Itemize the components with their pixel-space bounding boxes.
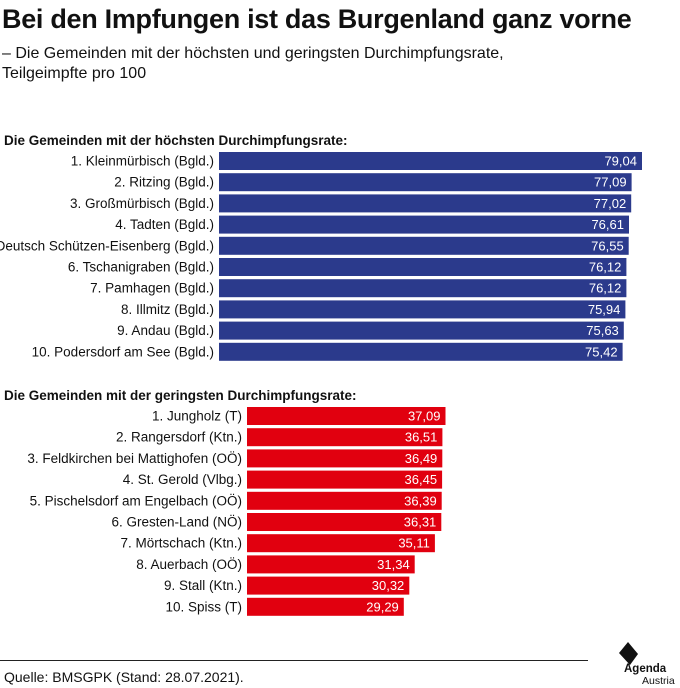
category-label-bottom-10: 10. Spiss (T) <box>165 599 242 614</box>
bar-bottom-8 <box>247 555 415 574</box>
category-label-bottom-6: 6. Gresten-Land (NÖ) <box>111 515 242 530</box>
value-label-top-4: 76,61 <box>591 217 624 232</box>
logo-mark-icon <box>619 642 638 665</box>
category-label-bottom-1: 1. Jungholz (T) <box>152 409 242 424</box>
bar-top-9 <box>219 321 624 340</box>
value-label-bottom-3: 36,49 <box>405 451 438 466</box>
bar-top-4 <box>219 215 629 234</box>
bar-top-1 <box>219 152 642 170</box>
value-label-top-5: 76,55 <box>591 238 624 253</box>
category-label-bottom-7: 7. Mörtschach (Ktn.) <box>120 536 242 551</box>
value-label-top-9: 75,63 <box>586 323 619 338</box>
bar-top-7 <box>219 279 627 298</box>
chart-subtitle: – Die Gemeinden mit der höchsten und ger… <box>2 45 504 82</box>
category-label-top-8: 8. Illmitz (Bgld.) <box>121 302 214 317</box>
category-label-top-9: 9. Andau (Bgld.) <box>117 323 214 338</box>
value-label-bottom-7: 35,11 <box>398 536 430 551</box>
bar-top-8 <box>219 300 626 319</box>
category-label-top-7: 7. Pamhagen (Bgld.) <box>90 281 214 296</box>
value-label-top-10: 75,42 <box>585 344 618 359</box>
category-label-top-5: 5. Deutsch Schützen-Eisenberg (Bgld.) <box>0 238 214 253</box>
category-label-top-2: 2. Ritzing (Bgld.) <box>114 175 214 190</box>
bar-top-10 <box>219 342 623 361</box>
logo-line-1: Agenda <box>624 663 667 675</box>
section-title-highest: Die Gemeinden mit der höchsten Durchimpf… <box>4 133 348 148</box>
bar-bottom-6 <box>247 513 442 531</box>
category-label-bottom-4: 4. St. Gerold (Vlbg.) <box>123 472 242 487</box>
agenda-austria-logo: Agenda Austria <box>612 636 678 688</box>
value-label-top-2: 77,09 <box>594 175 627 190</box>
footer-divider <box>0 660 588 661</box>
category-label-bottom-8: 8. Auerbach (OÖ) <box>136 557 242 572</box>
bar-bottom-4 <box>247 470 443 489</box>
bar-bottom-3 <box>247 449 443 468</box>
bar-bottom-2 <box>247 428 443 447</box>
bar-bottom-7 <box>247 534 435 553</box>
bar-bottom-5 <box>247 491 442 510</box>
category-label-bottom-9: 9. Stall (Ktn.) <box>164 578 242 593</box>
value-label-bottom-6: 36,31 <box>404 515 437 530</box>
value-label-bottom-2: 36,51 <box>405 430 438 445</box>
category-label-top-1: 1. Kleinmürbisch (Bgld.) <box>71 154 214 169</box>
category-label-top-6: 6. Tschanigraben (Bgld.) <box>68 260 214 275</box>
value-label-top-6: 76,12 <box>589 260 622 275</box>
bar-top-6 <box>219 258 627 276</box>
bar-chart: 1. Kleinmürbisch (Bgld.) 79,04 2. Ritzing … <box>0 152 642 616</box>
bar-top-2 <box>219 173 632 192</box>
category-label-top-4: 4. Tadten (Bgld.) <box>115 217 214 232</box>
category-label-bottom-5: 5. Pischelsdorf am Engelbach (OÖ) <box>30 493 242 508</box>
value-label-bottom-9: 30,32 <box>372 578 405 593</box>
category-label-top-10: 10. Podersdorf am See (Bgld.) <box>32 344 214 359</box>
value-label-bottom-8: 31,34 <box>377 557 410 572</box>
value-label-top-8: 75,94 <box>588 302 621 317</box>
logo-line-2: Austria <box>642 675 675 687</box>
category-label-bottom-3: 3. Feldkirchen bei Mattighofen (OÖ) <box>27 451 242 466</box>
bar-top-5 <box>219 236 629 255</box>
category-label-bottom-2: 2. Rangersdorf (Ktn.) <box>116 430 242 445</box>
chart-title: Bei den Impfungen ist das Burgenland gan… <box>2 4 632 34</box>
bar-top-3 <box>219 194 632 213</box>
value-label-bottom-5: 36,39 <box>404 493 437 508</box>
bar-bottom-1 <box>247 407 446 425</box>
value-label-top-1: 79,04 <box>604 154 637 169</box>
value-label-bottom-1: 37,09 <box>408 409 441 424</box>
category-label-top-3: 3. Großmürbisch (Bgld.) <box>70 196 214 211</box>
value-label-top-3: 77,02 <box>594 196 627 211</box>
value-label-top-7: 76,12 <box>589 281 622 296</box>
value-label-bottom-10: 29,29 <box>366 599 399 614</box>
bar-bottom-10 <box>247 597 404 616</box>
section-title-lowest: Die Gemeinden mit der geringsten Durchim… <box>4 388 357 403</box>
source-note: Quelle: BMSGPK (Stand: 28.07.2021). <box>4 669 244 685</box>
bar-bottom-9 <box>247 576 410 595</box>
value-label-bottom-4: 36,45 <box>405 472 438 487</box>
